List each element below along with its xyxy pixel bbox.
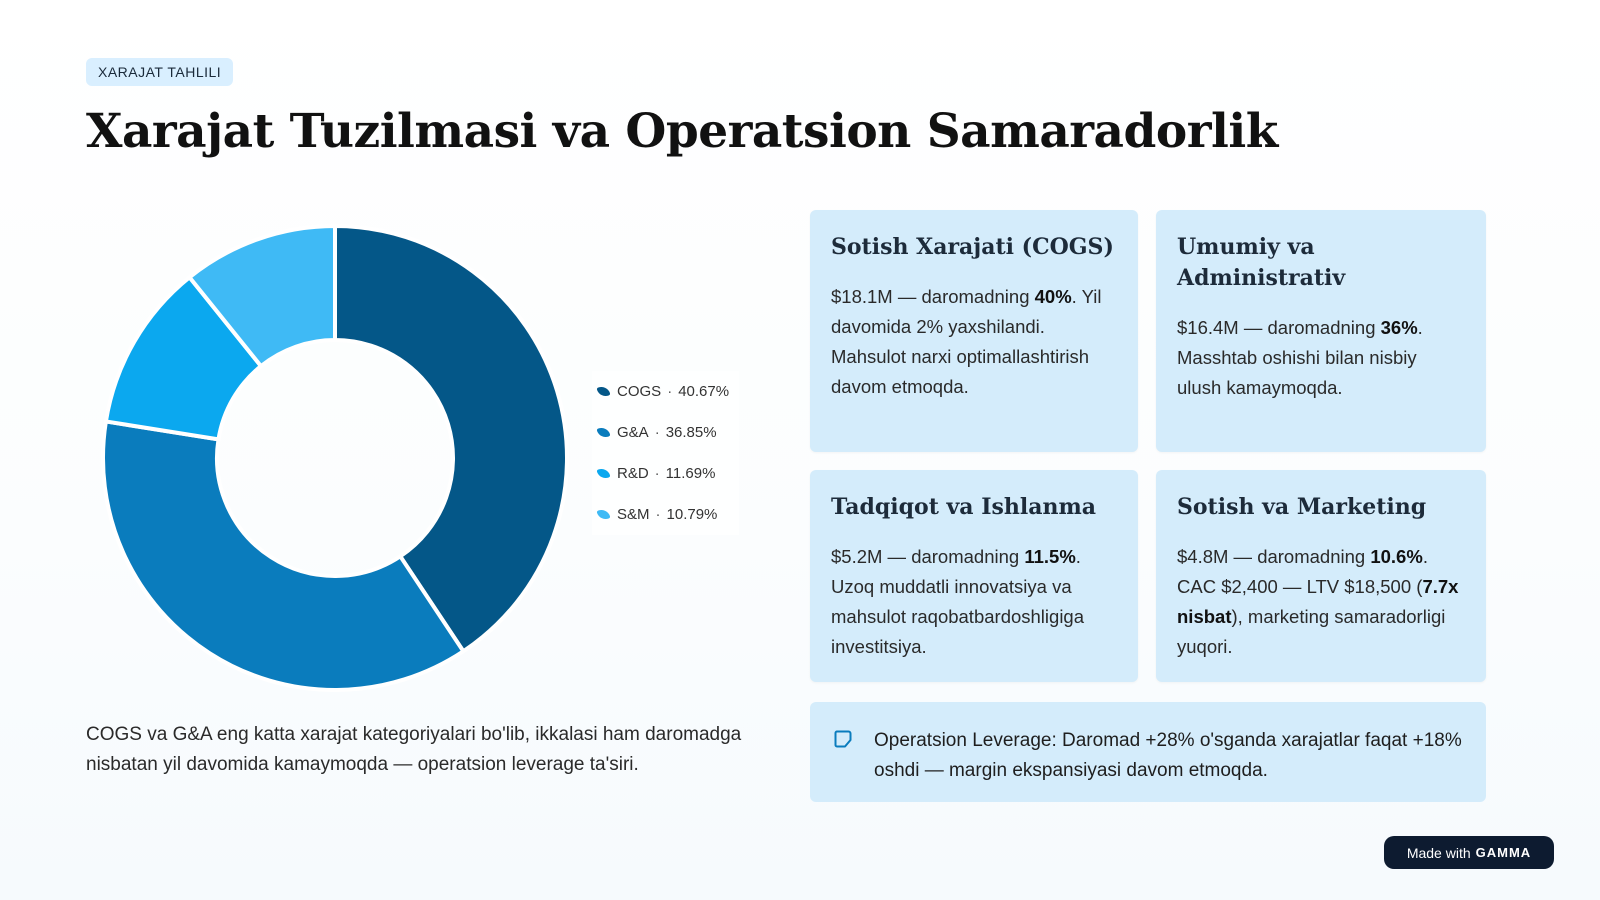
made-with-gamma-badge[interactable]: Made with GAMMA — [1384, 836, 1554, 869]
legend-swatch-cogs — [596, 384, 611, 399]
legend-label: G&A — [617, 424, 649, 441]
card-title: Umumiy va Administrativ — [1177, 234, 1346, 291]
card-text: $5.2M — daromadning 11.5%. Uzoq muddatli… — [831, 546, 1085, 657]
card-ga: Umumiy va Administrativ $16.4M — daromad… — [1156, 210, 1486, 452]
legend-value: 10.79% — [666, 506, 718, 523]
legend-separator: · — [654, 424, 660, 441]
legend-swatch-sm — [596, 507, 611, 522]
donut-slice-g-a — [101, 419, 466, 692]
section-tag: XARAJAT TAHLILI — [86, 58, 234, 86]
card-title: Sotish va Marketing — [1177, 494, 1427, 520]
chart-legend: COGS · 40.67% G&A · 36.85% R&D · 11.69% … — [592, 371, 740, 535]
checkbox-icon — [834, 730, 852, 748]
legend-value: 40.67% — [678, 383, 730, 400]
card-rd: Tadqiqot va Ishlanma $5.2M — daromadning… — [810, 470, 1138, 682]
legend-item-cogs: COGS · 40.67% — [592, 371, 739, 412]
legend-item-sm: S&M · 10.79% — [592, 494, 739, 535]
card-text: $4.8M — daromadning 10.6%. CAC $2,400 — … — [1177, 546, 1459, 657]
legend-value: 36.85% — [665, 424, 717, 441]
donut-slice-cogs — [333, 224, 569, 654]
gamma-logo: GAMMA — [1475, 845, 1532, 860]
callout-text: Operatsion Leverage: Daromad +28% o'sgan… — [874, 730, 1462, 781]
legend-label: S&M — [617, 506, 650, 523]
card-text: $16.4M — daromadning 36%. Masshtab oshis… — [1177, 317, 1423, 398]
chart-summary: COGS va G&A eng katta xarajat kategoriya… — [86, 724, 742, 775]
legend-separator: · — [654, 465, 660, 482]
card-cogs: Sotish Xarajati (COGS) $18.1M — daromadn… — [810, 210, 1138, 452]
donut-slice-s-m — [187, 224, 337, 369]
page-title: Xarajat Tuzilmasi va Operatsion Samarado… — [86, 104, 1278, 159]
donut-chart — [101, 224, 569, 692]
card-title: Tadqiqot va Ishlanma — [831, 494, 1097, 520]
legend-label: COGS — [617, 383, 662, 400]
legend-item-rd: R&D · 11.69% — [592, 453, 739, 494]
card-text: $18.1M — daromadning 40%. Yil davomida 2… — [831, 286, 1102, 397]
legend-item-ga: G&A · 36.85% — [592, 412, 739, 453]
card-title: Sotish Xarajati (COGS) — [831, 234, 1114, 260]
badge-prefix: Made with — [1406, 844, 1471, 861]
card-sm: Sotish va Marketing $4.8M — daromadning … — [1156, 470, 1486, 682]
legend-separator: · — [667, 383, 673, 400]
leverage-callout: Operatsion Leverage: Daromad +28% o'sgan… — [810, 702, 1486, 802]
legend-label: R&D — [617, 465, 649, 482]
legend-swatch-ga — [596, 425, 611, 440]
legend-swatch-rd — [596, 466, 611, 481]
legend-value: 11.69% — [665, 465, 716, 482]
legend-separator: · — [655, 506, 661, 523]
